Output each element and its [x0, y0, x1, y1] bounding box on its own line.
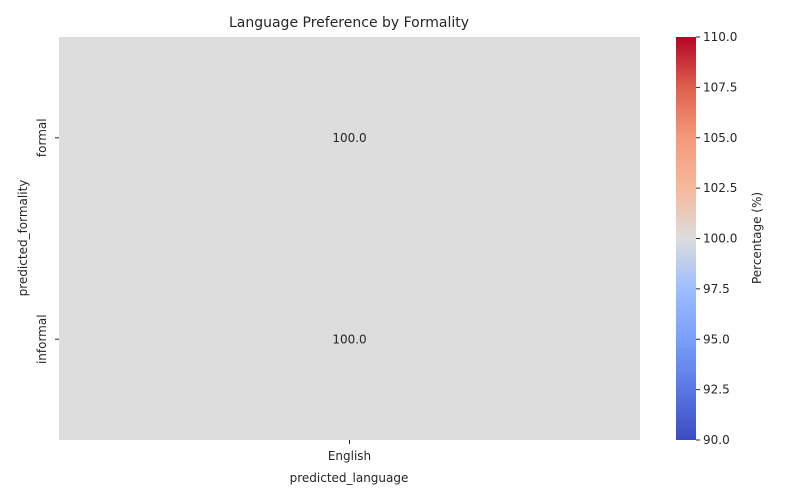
colorbar-tick-label: 97.5 [703, 282, 730, 296]
colorbar-tick-label: 110.0 [703, 30, 737, 44]
cell-value-label: 100.0 [332, 332, 366, 346]
colorbar-label: Percentage (%) [750, 192, 764, 284]
y-axis-ticks: formal informal [35, 118, 59, 364]
x-axis-ticks: English [328, 440, 371, 463]
colorbar [676, 37, 696, 440]
colorbar-ticks: 90.0 92.5 95.0 97.5 100.0 102.5 105.0 107.5 110.… [696, 30, 737, 447]
x-tick-label: English [328, 449, 371, 463]
colorbar-tick-label: 102.5 [703, 181, 737, 195]
heatmap-cells [59, 37, 640, 440]
colorbar-tick-label: 90.0 [703, 433, 730, 447]
heatmap-cell [59, 238, 640, 440]
cell-value-label: 100.0 [332, 131, 366, 145]
colorbar-tick-label: 100.0 [703, 232, 737, 246]
y-axis-label: predicted_formality [16, 180, 30, 297]
y-tick-label: informal [35, 314, 49, 364]
y-tick-label: formal [35, 118, 49, 157]
heatmap-cell-labels: 100.0 100.0 [332, 131, 366, 347]
heatmap-cell [59, 37, 640, 239]
colorbar-tick-label: 92.5 [703, 383, 730, 397]
colorbar-tick-label: 107.5 [703, 80, 737, 94]
chart-title: Language Preference by Formality [229, 15, 469, 31]
x-axis-label: predicted_language [290, 471, 409, 485]
colorbar-tick-label: 105.0 [703, 131, 737, 145]
colorbar-tick-label: 95.0 [703, 332, 730, 346]
